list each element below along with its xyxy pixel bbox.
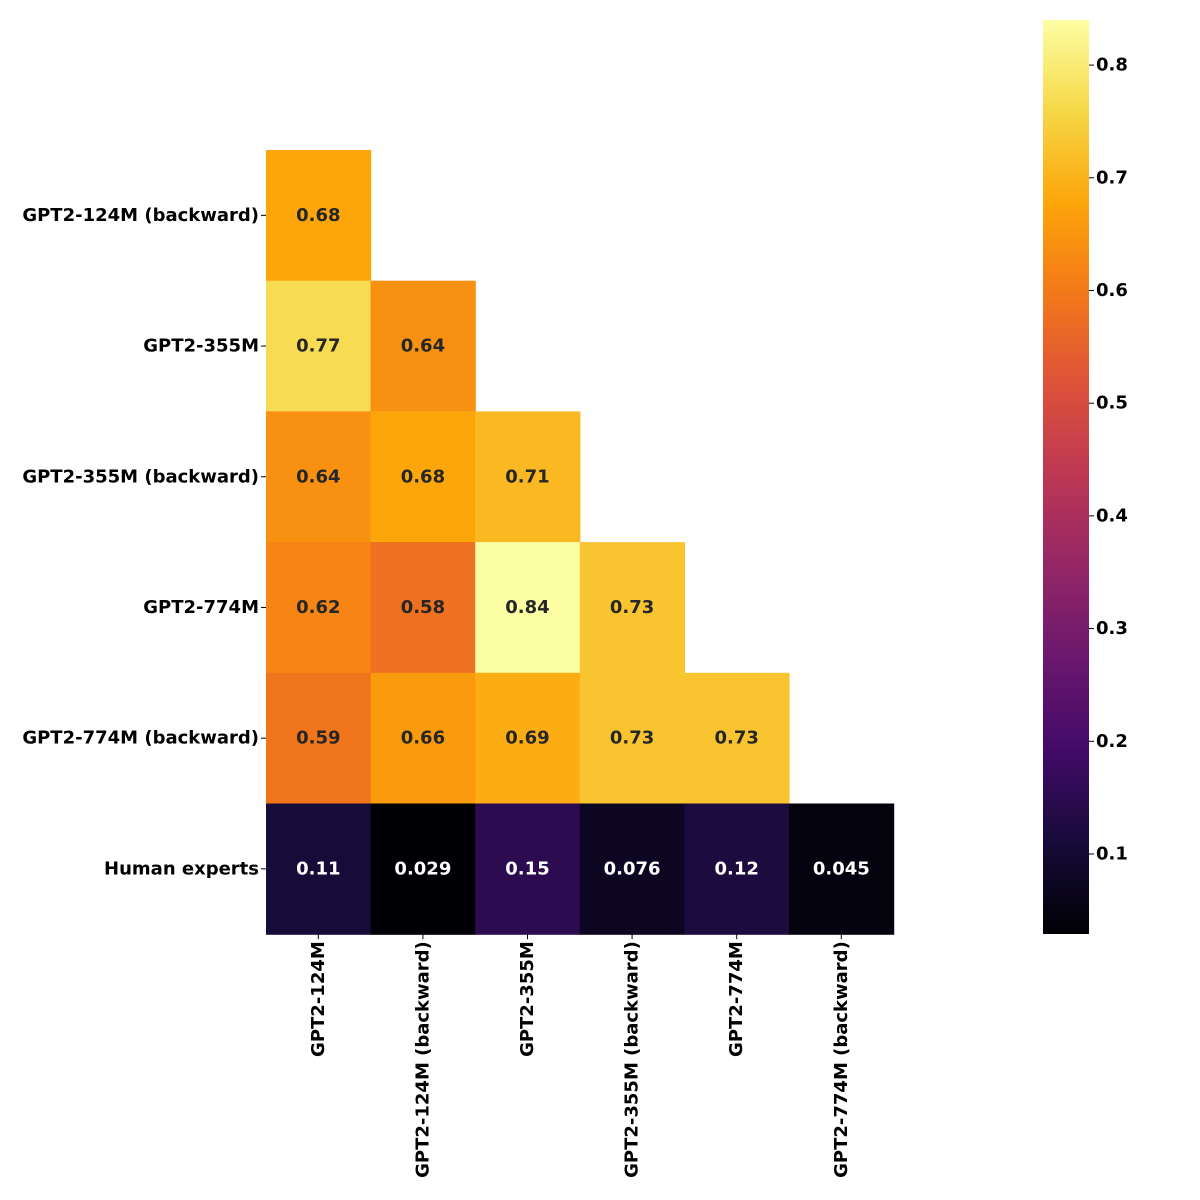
cell-value-label: 0.64 — [401, 336, 445, 357]
y-tick-label: GPT2-355M (backward) — [22, 466, 259, 487]
cell-value-label: 0.73 — [610, 728, 654, 749]
y-tick-label: Human experts — [104, 858, 259, 879]
heatmap-cell — [266, 542, 372, 674]
x-tick-label: GPT2-355M — [517, 941, 538, 1057]
heatmap-cell — [266, 672, 372, 805]
colorbar-tick-label: 0.8 — [1096, 55, 1128, 76]
colorbar-tick-label: 0.5 — [1096, 393, 1128, 414]
x-tick-label: GPT2-355M (backward) — [622, 941, 643, 1178]
colorbar-gradient — [1043, 20, 1089, 934]
cell-value-label: 0.11 — [296, 858, 340, 879]
cell-value-label: 0.84 — [505, 597, 549, 618]
cell-value-label: 0.64 — [296, 466, 340, 487]
cell-value-label: 0.15 — [505, 858, 549, 879]
heatmap-cell — [370, 672, 476, 805]
y-tick-label: GPT2-774M (backward) — [22, 728, 259, 749]
x-tick-label: GPT2-124M — [308, 941, 329, 1057]
y-axis: GPT2-124M (backward) GPT2-355M GPT2-355M (… — [22, 205, 266, 879]
y-tick-label: GPT2-124M (backward) — [22, 205, 259, 226]
cell-value-label: 0.71 — [505, 466, 549, 487]
cell-value-label: 0.58 — [401, 597, 445, 618]
colorbar-tick-label: 0.3 — [1096, 618, 1128, 639]
heatmap-cell — [789, 803, 895, 935]
x-tick-label: GPT2-774M — [726, 941, 747, 1057]
x-tick-label: GPT2-124M (backward) — [412, 941, 433, 1178]
heatmap-cell — [370, 542, 476, 674]
colorbar-tick-label: 0.2 — [1096, 731, 1128, 752]
heatmap-cell — [370, 411, 476, 543]
cell-value-label: 0.045 — [813, 858, 870, 879]
y-tick-label: GPT2-774M — [143, 597, 259, 618]
cell-value-label: 0.69 — [505, 728, 549, 749]
colorbar-tick-label: 0.7 — [1096, 167, 1128, 188]
heatmap-cell — [475, 411, 581, 543]
heatmap-cell — [370, 280, 476, 412]
heatmap-cell — [684, 803, 790, 935]
x-axis: GPT2-124M GPT2-124M (backward) GPT2-355M GP… — [308, 934, 852, 1178]
colorbar-tick-label: 0.6 — [1096, 280, 1128, 301]
y-tick-label: GPT2-355M — [143, 336, 259, 357]
heatmap-cell — [579, 672, 685, 805]
heatmap-cell — [684, 672, 790, 805]
cell-value-label: 0.73 — [610, 597, 654, 618]
heatmap-cell — [475, 542, 581, 674]
heatmap-cell — [579, 803, 685, 935]
heatmap-cell — [475, 672, 581, 805]
cell-value-label: 0.66 — [401, 728, 445, 749]
colorbar-tick-label: 0.1 — [1096, 843, 1128, 864]
cell-value-label: 0.62 — [296, 597, 340, 618]
heatmap-cell — [370, 803, 476, 935]
cell-value-label: 0.68 — [401, 466, 445, 487]
cell-value-label: 0.076 — [604, 858, 661, 879]
heatmap-cell — [266, 803, 372, 935]
heatmap-cell — [579, 542, 685, 674]
cell-value-label: 0.59 — [296, 728, 340, 749]
heatmap-cell — [266, 150, 372, 282]
cell-value-label: 0.12 — [714, 858, 758, 879]
cell-value-label: 0.77 — [296, 336, 340, 357]
heatmap-cell — [266, 280, 372, 412]
heatmap-cell-labels: 0.68 0.77 0.64 0.64 0.68 0.71 0.62 0.58 0.84 0.73… — [296, 205, 870, 879]
colorbar-tick-label: 0.4 — [1096, 505, 1128, 526]
colorbar: 0.1 0.2 0.3 0.4 0.5 0.6 0.7 0.8 — [1043, 20, 1128, 934]
cell-value-label: 0.68 — [296, 205, 340, 226]
cell-value-label: 0.73 — [714, 728, 758, 749]
heatmap-cell — [266, 411, 372, 543]
x-tick-label: GPT2-774M (backward) — [831, 941, 852, 1178]
cell-value-label: 0.029 — [394, 858, 451, 879]
heatmap-cell — [475, 803, 581, 935]
heatmap-cells — [266, 150, 895, 935]
